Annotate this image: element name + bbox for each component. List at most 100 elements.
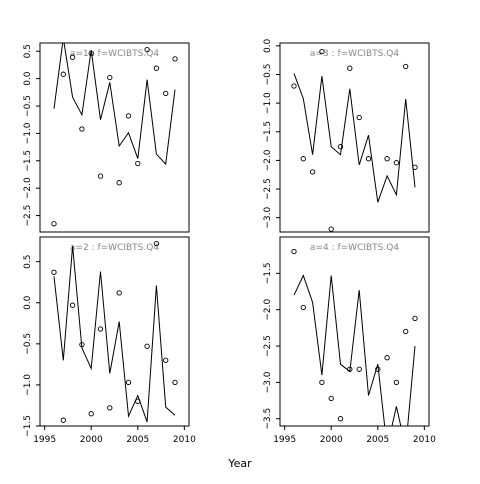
observed-point xyxy=(51,269,57,275)
observed-point xyxy=(347,65,353,71)
observed-point xyxy=(69,302,76,308)
y-tick-label: 0.0 xyxy=(263,38,273,53)
observed-point xyxy=(365,156,372,162)
y-tick-label: −1.0 xyxy=(23,122,33,144)
y-tick-label: −2.5 xyxy=(23,205,33,227)
panel-1: −2.5 −2.0 −1.5 −1.0 −0.5 0.0 0.5 a=1 : f=WCIBTS… xyxy=(23,42,190,233)
observed-point xyxy=(393,379,400,386)
y-tick-label: −2.0 xyxy=(23,177,33,199)
observed-point xyxy=(135,160,141,167)
panel-3: −1.5 −1.0 −0.5 0.0 0.5 1995 2000 2005 2010 a=2 : … xyxy=(23,236,196,445)
observed-point xyxy=(375,366,381,372)
panel-4: −3.5 −3.0 −2.5 −2.0 −1.5 1995 2000 2005 2010 a=4 … xyxy=(263,236,436,445)
observed-point xyxy=(328,395,334,402)
observed-point xyxy=(153,65,160,71)
observed-point xyxy=(412,164,418,170)
y-tick-label: −0.5 xyxy=(263,64,273,86)
fitted-line xyxy=(53,43,176,166)
observed-point xyxy=(319,379,325,386)
observed-point xyxy=(300,304,306,311)
observed-point xyxy=(107,74,113,81)
observed-point xyxy=(172,56,178,62)
fitted-line xyxy=(293,73,416,203)
observed-point xyxy=(393,160,400,166)
panel-2: −3.0 −2.5 −2.0 −1.5 −1.0 −0.5 0.0 a=3 : f=WCIBT… xyxy=(263,38,430,233)
y-tick-label: −0.5 xyxy=(23,333,33,355)
observed-point xyxy=(412,315,418,322)
y-tick-label: −0.5 xyxy=(23,95,33,117)
observed-point xyxy=(384,156,390,162)
observed-point xyxy=(300,156,306,162)
panel-data xyxy=(291,248,418,426)
panel-title: a=2 : f=WCIBTS.Q4 xyxy=(70,243,159,253)
fitted-line xyxy=(293,274,416,426)
y-tick-label: 0.5 xyxy=(23,254,33,268)
observed-point xyxy=(356,114,362,121)
x-axis-label: Year xyxy=(227,457,252,470)
x-tick-label: 1995 xyxy=(273,435,296,445)
observed-point xyxy=(144,343,150,349)
x-tick-label: 1995 xyxy=(33,435,56,445)
observed-point xyxy=(309,169,316,175)
observed-point xyxy=(97,173,104,179)
observed-point xyxy=(403,63,409,70)
x-tick-label: 2005 xyxy=(126,435,149,445)
observed-point xyxy=(60,417,66,423)
observed-point xyxy=(60,71,66,77)
observed-point xyxy=(116,180,122,186)
fitted-line xyxy=(53,245,176,423)
y-tick-label: 0.0 xyxy=(23,295,33,310)
observed-point xyxy=(163,90,169,97)
x-tick-label: 2010 xyxy=(413,435,436,445)
panel-title: a=4 : f=WCIBTS.Q4 xyxy=(310,243,399,253)
observed-point xyxy=(172,379,178,386)
observed-point xyxy=(125,113,132,119)
y-tick-label: −2.5 xyxy=(263,178,273,200)
observed-point xyxy=(153,240,160,247)
observed-point xyxy=(384,355,390,361)
y-tick-label: −1.5 xyxy=(263,121,273,143)
observed-point xyxy=(125,379,132,386)
y-tick-label: −1.5 xyxy=(23,415,33,437)
y-tick-label: −2.5 xyxy=(263,335,273,357)
y-tick-label: −3.0 xyxy=(263,371,273,393)
observed-point xyxy=(69,54,76,60)
observed-point xyxy=(356,366,362,372)
observed-point xyxy=(337,144,344,150)
y-tick-label: −3.0 xyxy=(263,206,273,228)
observed-point xyxy=(88,50,94,57)
panel-data xyxy=(291,48,418,232)
observed-point xyxy=(403,328,409,335)
observed-point xyxy=(337,416,344,422)
x-tick-label: 2005 xyxy=(366,435,389,445)
observed-point xyxy=(291,83,297,89)
observed-point xyxy=(319,48,325,55)
y-tick-label: −2.0 xyxy=(263,149,273,171)
observed-point xyxy=(163,357,169,363)
x-tick-label: 2010 xyxy=(173,435,196,445)
observed-point xyxy=(135,398,141,404)
panel-data xyxy=(51,43,178,227)
y-tick-label: −1.5 xyxy=(23,150,33,172)
panel-data xyxy=(51,240,178,423)
observed-point xyxy=(291,248,297,255)
panel-frame xyxy=(39,42,190,233)
observed-point xyxy=(347,366,353,372)
panel-title: a=1 : f=WCIBTS.Q4 xyxy=(70,49,159,59)
y-tick-label: −1.0 xyxy=(23,374,33,396)
observed-point xyxy=(79,341,85,348)
panels-layer: −2.5 −2.0 −1.5 −1.0 −0.5 0.0 0.5 a=1 : f=WCIBTS… xyxy=(23,38,436,445)
observed-point xyxy=(116,290,122,296)
panel-frame xyxy=(39,236,190,427)
observed-point xyxy=(97,326,104,332)
observed-point xyxy=(88,411,94,417)
y-tick-label: −1.5 xyxy=(263,262,273,284)
observed-point xyxy=(51,221,57,227)
panel-frame xyxy=(279,236,430,427)
y-tick-label: −2.0 xyxy=(263,298,273,320)
x-tick-label: 2000 xyxy=(320,435,343,445)
panel-title: a=3 : f=WCIBTS.Q4 xyxy=(310,49,399,59)
panel-frame xyxy=(279,42,430,233)
